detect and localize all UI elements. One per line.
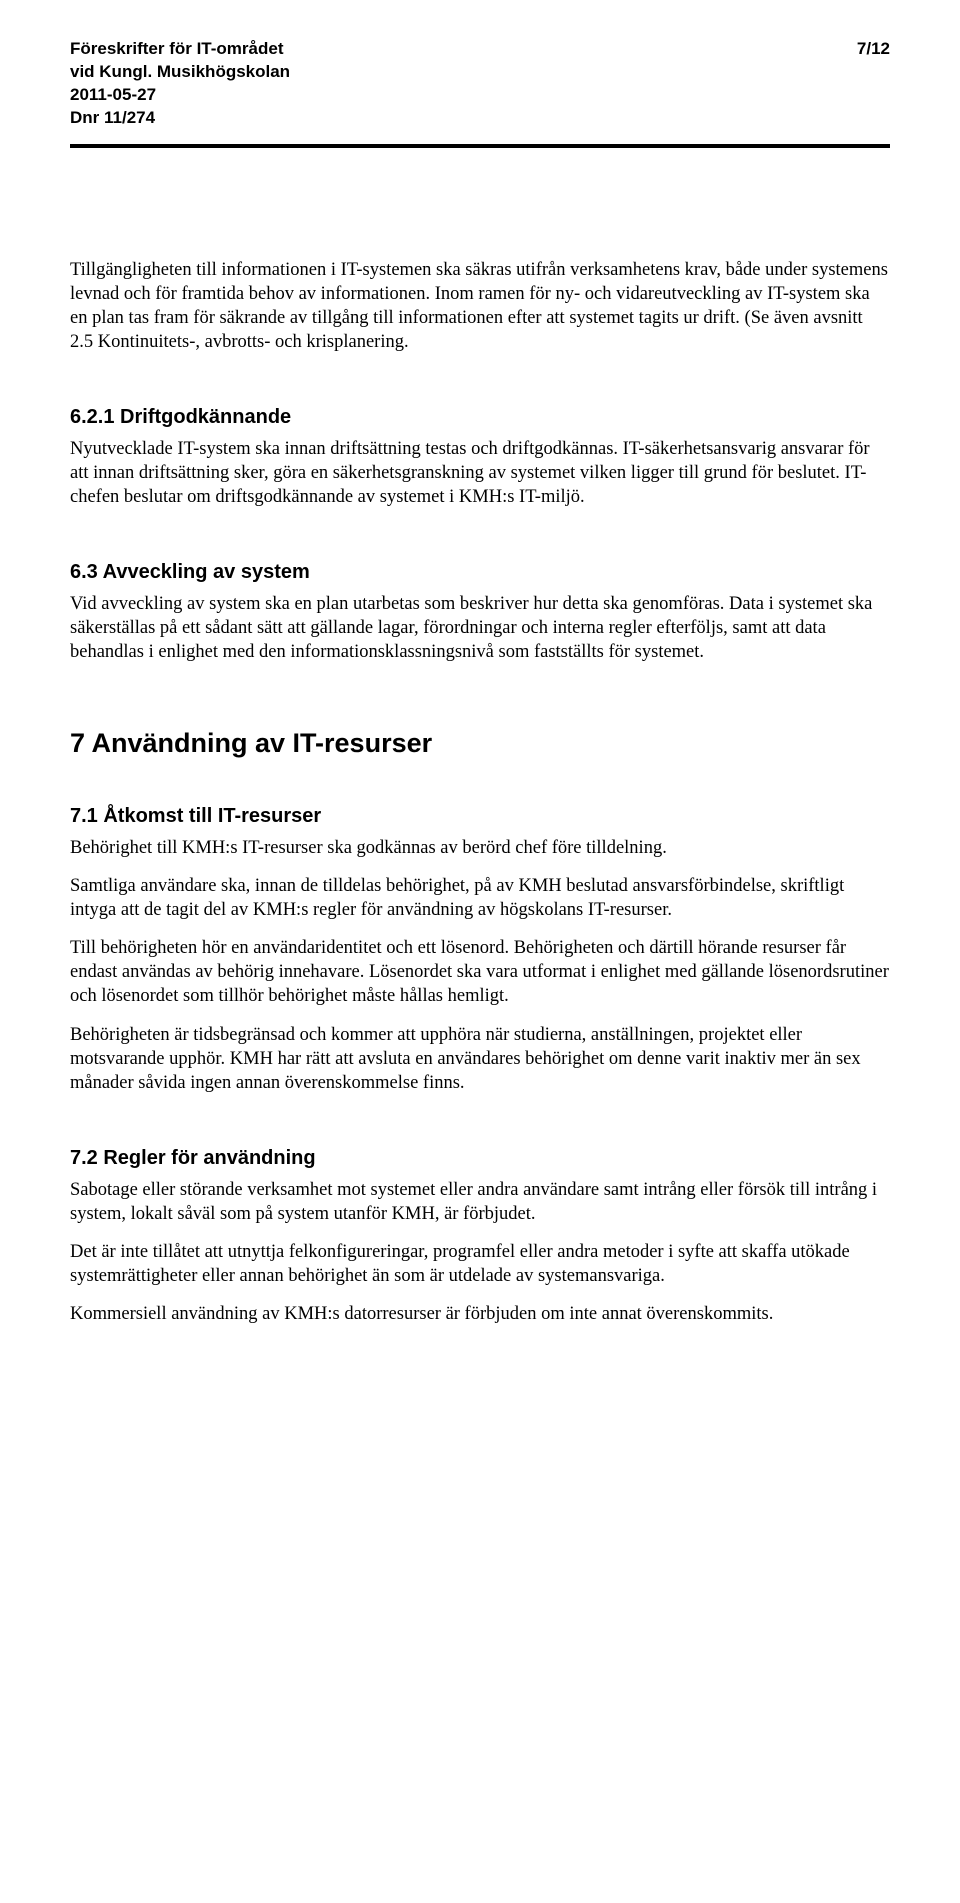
header-line-1: Föreskrifter för IT-området <box>70 38 290 61</box>
intro-paragraph: Tillgängligheten till informationen i IT… <box>70 258 890 354</box>
section-7-1-title: 7.1 Åtkomst till IT-resurser <box>70 805 890 828</box>
section-7-2-p2: Det är inte tillåtet att utnyttja felkon… <box>70 1240 890 1288</box>
page-number: 7/12 <box>857 38 890 61</box>
section-7-1-p3: Till behörigheten hör en användaridentit… <box>70 936 890 1008</box>
section-7-2-p1: Sabotage eller störande verksamhet mot s… <box>70 1178 890 1226</box>
header-line-2: vid Kungl. Musikhögskolan <box>70 61 290 84</box>
section-7-2-p3: Kommersiell användning av KMH:s datorres… <box>70 1302 890 1326</box>
header-line-3: 2011-05-27 <box>70 84 290 107</box>
section-7-1-p1: Behörighet till KMH:s IT-resurser ska go… <box>70 836 890 860</box>
section-7-title: 7 Användning av IT-resurser <box>70 728 890 759</box>
section-6-2-1-title: 6.2.1 Driftgodkännande <box>70 406 890 429</box>
page-header: Föreskrifter för IT-området vid Kungl. M… <box>70 38 890 130</box>
header-left: Föreskrifter för IT-området vid Kungl. M… <box>70 38 290 130</box>
header-divider <box>70 144 890 148</box>
section-6-2-1-paragraph: Nyutvecklade IT-system ska innan driftsä… <box>70 437 890 509</box>
section-7-1-p4: Behörigheten är tidsbegränsad och kommer… <box>70 1023 890 1095</box>
section-6-3-paragraph: Vid avveckling av system ska en plan uta… <box>70 592 890 664</box>
section-7-1-p2: Samtliga användare ska, innan de tilldel… <box>70 874 890 922</box>
document-page: Föreskrifter för IT-området vid Kungl. M… <box>0 0 960 1400</box>
section-6-3-title: 6.3 Avveckling av system <box>70 561 890 584</box>
header-line-4: Dnr 11/274 <box>70 107 290 130</box>
section-7-2-title: 7.2 Regler för användning <box>70 1147 890 1170</box>
